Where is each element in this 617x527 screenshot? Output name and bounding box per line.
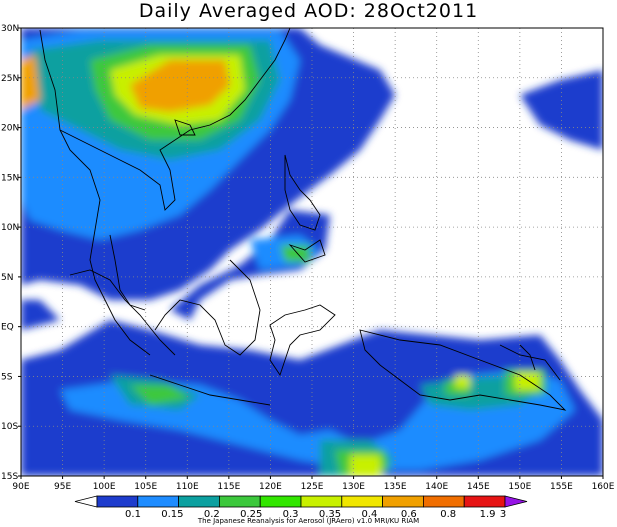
x-tick-label: 120E — [259, 482, 282, 492]
y-tick-label: 20N — [1, 124, 19, 134]
y-tick-label: 10S — [1, 422, 18, 432]
colorbar-box — [422, 495, 465, 508]
x-tick-label: 160E — [592, 482, 615, 492]
colorbar-label: 0.15 — [161, 509, 183, 520]
x-tick-label: 135E — [384, 482, 407, 492]
x-tick-label: 115E — [217, 482, 240, 492]
colorbar-box — [178, 495, 220, 508]
colorbar-box — [341, 495, 383, 508]
x-tick-label: 110E — [176, 482, 199, 492]
x-tick-label: 130E — [342, 482, 365, 492]
y-tick-label: 10N — [1, 223, 19, 233]
colorbar-label: 0.2 — [204, 509, 220, 520]
aod-field — [21, 28, 603, 476]
x-tick-label: 95E — [54, 482, 71, 492]
x-tick-label: 90E — [12, 482, 29, 492]
colorbar-max-triangle — [504, 495, 528, 508]
x-tick-label: 105E — [134, 482, 157, 492]
y-tick-label: 5N — [1, 273, 13, 283]
data-credit: The Japanese Reanalysis for Aerosol (JRA… — [197, 517, 420, 525]
colorbar-label: 3 — [500, 509, 506, 520]
x-tick-label: 125E — [301, 482, 324, 492]
x-tick-label: 145E — [467, 482, 490, 492]
colorbar-box — [382, 495, 424, 508]
x-tick-label: 155E — [550, 482, 573, 492]
colorbar-label: 0.3 — [283, 509, 299, 520]
colorbar: 0.1 0.15 0.2 0.25 0.3 0.35 0.4 0.6 0.8 1.9 3 — [74, 495, 528, 520]
coastlines — [39, 28, 567, 411]
x-axis-ticks: 90E 95E 100E 105E 110E 115E 120E 125E 130E 135E 14… — [12, 476, 615, 492]
y-tick-label: 5S — [1, 372, 13, 382]
colorbar-label: 0.1 — [125, 509, 141, 520]
colorbar-label: 0.8 — [440, 509, 456, 520]
map-title: Daily Averaged AOD: 28Oct2011 — [138, 0, 479, 22]
y-tick-label: 25N — [1, 74, 19, 84]
colorbar-box — [259, 495, 302, 508]
colorbar-box — [96, 495, 139, 508]
map-grid — [21, 28, 603, 476]
colorbar-label: 0.35 — [319, 509, 341, 520]
colorbar-box — [463, 495, 506, 508]
x-tick-label: 150E — [508, 482, 531, 492]
colorbar-label: 1.9 — [480, 509, 496, 520]
colorbar-label: 0.4 — [361, 509, 377, 520]
y-axis-ticks: 30N 25N 20N 15N 10N 5N EQ 5S 10S 15S — [1, 24, 21, 482]
colorbar-label: 0.6 — [401, 509, 417, 520]
x-tick-label: 100E — [93, 482, 116, 492]
colorbar-min-triangle — [74, 495, 98, 508]
colorbar-box — [137, 495, 180, 508]
y-tick-label: EQ — [1, 323, 14, 333]
colorbar-box — [218, 495, 261, 508]
colorbar-label: 0.25 — [240, 509, 262, 520]
colorbar-box — [300, 495, 343, 508]
y-tick-label: 15N — [1, 173, 19, 183]
y-tick-label: 30N — [1, 24, 19, 34]
x-tick-label: 140E — [425, 482, 448, 492]
y-tick-label: 15S — [1, 472, 18, 482]
